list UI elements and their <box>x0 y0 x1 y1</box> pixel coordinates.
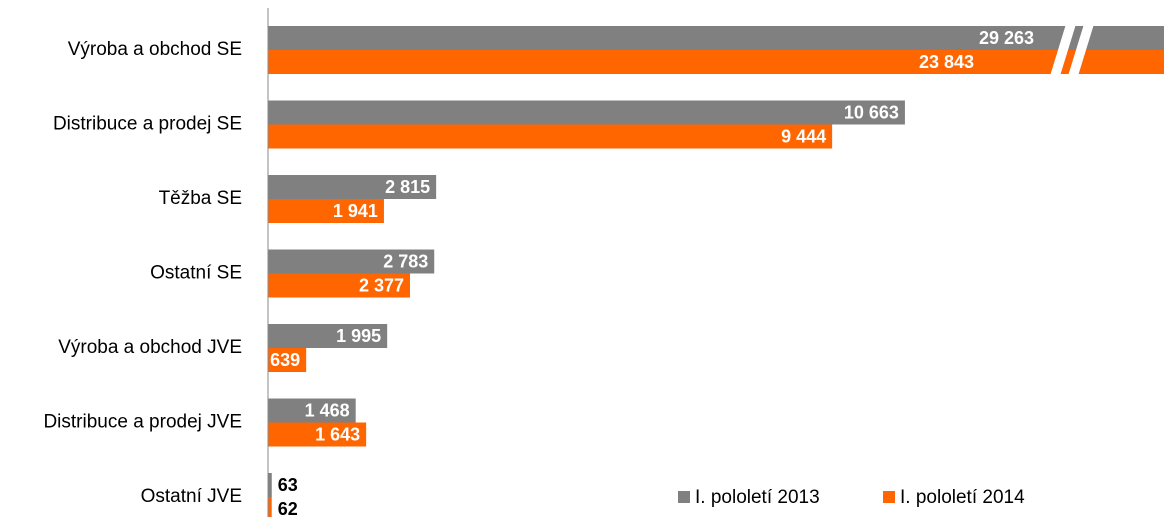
value-label: 1 995 <box>336 326 381 346</box>
axis-break <box>1050 24 1076 76</box>
category-label: Distribuce a prodej SE <box>53 114 242 135</box>
value-label: 10 663 <box>844 102 899 122</box>
value-label: 62 <box>278 499 298 517</box>
category-label: Výroba a obchod JVE <box>58 337 242 358</box>
category-label: Distribuce a prodej JVE <box>43 412 242 433</box>
bar <box>268 199 384 223</box>
category-label: Ostatní SE <box>150 263 242 284</box>
legend-label: I. pololetí 2013 <box>695 487 820 508</box>
bar <box>268 398 356 423</box>
bar <box>268 100 905 125</box>
value-label: 1 643 <box>315 424 360 444</box>
value-label: 2 815 <box>385 177 430 197</box>
category-label: Výroba a obchod SE <box>68 39 242 60</box>
axis-break <box>1068 24 1094 76</box>
bar <box>268 124 833 149</box>
value-label: 639 <box>270 350 300 370</box>
legend-swatch <box>678 491 690 503</box>
value-label: 23 843 <box>919 52 974 72</box>
value-label: 1 941 <box>333 201 378 221</box>
bar <box>268 175 437 199</box>
bar <box>268 26 1164 50</box>
category-label: Ostatní JVE <box>141 486 242 507</box>
value-label: 2 377 <box>359 275 404 295</box>
bar <box>268 348 307 372</box>
bar <box>268 273 410 298</box>
bar <box>268 497 272 517</box>
category-label: Těžba SE <box>159 188 242 209</box>
bar <box>268 50 1164 74</box>
bar <box>268 473 272 497</box>
value-label: 2 783 <box>383 251 428 271</box>
legend-swatch <box>883 491 895 503</box>
bar <box>268 422 367 447</box>
bar <box>268 324 388 348</box>
value-label: 9 444 <box>781 126 826 146</box>
value-label: 1 468 <box>305 400 350 420</box>
legend-label: I. pololetí 2014 <box>900 487 1025 508</box>
bar <box>268 249 435 274</box>
value-label: 29 263 <box>979 28 1034 48</box>
value-label: 63 <box>278 475 298 495</box>
